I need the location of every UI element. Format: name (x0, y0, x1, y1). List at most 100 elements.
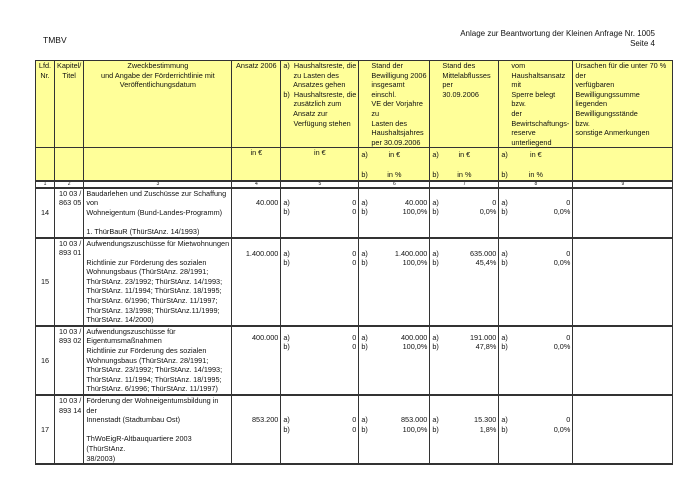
row-number: 16 (36, 326, 55, 395)
label-a: a) (501, 198, 508, 208)
label-a: a) (361, 198, 368, 208)
purpose-line: ThürStAnz. 11/1994; ThürStAnz. 18/1995; (86, 375, 229, 385)
label-a: a) (361, 249, 368, 259)
header-line: Veröffentlichungsdatum (86, 80, 229, 90)
table-row: 1610 03 /893 02Aufwendungszuschüsse fürE… (36, 326, 673, 395)
value-pair: a)191.000b)47,8% (430, 326, 499, 395)
column-index: 1 (36, 181, 55, 188)
label-b: b) (361, 170, 368, 180)
header-line: reserve unterliegend (511, 128, 570, 147)
label-a: a) (501, 333, 508, 343)
header-line: Lfd. (38, 61, 52, 71)
value-pair: a)1.400.000b)100,0% (359, 238, 430, 326)
value-b: 0 (283, 425, 356, 435)
ansatz-value: 1.400.000 (232, 238, 281, 326)
table-row: 1410 03 /863 05Baudarlehen und Zuschüsse… (36, 188, 673, 238)
label-b: b) (283, 207, 290, 217)
chapter-title: 10 03 /893 14 (55, 395, 84, 464)
label-b: b) (501, 207, 508, 217)
value-pair: a)0b)0,0% (499, 326, 573, 395)
value-b: 100,0% (361, 207, 427, 217)
page-number: Seite 4 (460, 39, 655, 49)
column-index: 2 (55, 181, 84, 188)
column-index: 3 (84, 181, 232, 188)
value-pair: a)0b)0,0% (430, 188, 499, 238)
value-a: 0 (501, 415, 570, 425)
budget-table: Lfd.Nr.Kapitel/TitelZweckbestimmungund A… (35, 60, 673, 465)
value-b: 100,0% (361, 425, 427, 435)
label-a: a) (283, 249, 290, 259)
unit-row: in € in € a)in €b)in % a)in €b)in % a)in… (36, 148, 673, 181)
header-row: Lfd.Nr.Kapitel/TitelZweckbestimmungund A… (36, 61, 673, 148)
label-b: b) (283, 342, 290, 352)
ansatz-value: 40.000 (232, 188, 281, 238)
purpose-line: 38/2003) (86, 454, 229, 464)
label-b: b) (432, 258, 439, 268)
unit-ab: a)in €b)in % (359, 148, 430, 181)
value-b: 100,0% (361, 258, 427, 268)
column-index: 8 (499, 181, 573, 188)
column-index: 6 (359, 181, 430, 188)
value-pair: a)400.000b)100,0% (359, 326, 430, 395)
value-pair: a)40.000b)100,0% (359, 188, 430, 238)
header-line: a) Haushaltsreste, die (283, 61, 356, 71)
index-row: 123456789 (36, 181, 673, 188)
header-line: Stand der (371, 61, 427, 71)
header-line: zu Lasten des (283, 71, 356, 81)
unit-ab: a)in €b)in % (499, 148, 573, 181)
value-pair: a)0b)0 (281, 326, 359, 395)
chapter-title: 10 03 /893 01 (55, 238, 84, 326)
unit-ab: a)in €b)in % (430, 148, 499, 181)
value-pair: a)0b)0,0% (499, 395, 573, 464)
unit-pct: in % (361, 170, 427, 180)
purpose: Aufwendungszuschüsse fürEigentumsmaßnahm… (84, 326, 232, 395)
purpose: Förderung der Wohneigentumsbildung in de… (84, 395, 232, 464)
label-b: b) (283, 425, 290, 435)
value-a: 15.300 (432, 415, 496, 425)
value-b: 0,0% (432, 207, 496, 217)
value-b: 0 (283, 258, 356, 268)
header-line: verfügbaren Bewilligungssumme (575, 80, 670, 99)
value-a: 0 (432, 198, 496, 208)
column-header-c1: Lfd.Nr. (36, 61, 55, 148)
header-line: zusätzlich zum (283, 99, 356, 109)
purpose: Baudarlehen und Zuschüsse zur Schaffung … (84, 188, 232, 238)
value-a: 191.000 (432, 333, 496, 343)
value-a: 400.000 (361, 333, 427, 343)
unit-pct: in % (432, 170, 496, 180)
ansatz-value: 400.000 (232, 326, 281, 395)
label-a: a) (432, 198, 439, 208)
purpose-line: Förderung der Wohneigentumsbildung in de… (86, 396, 229, 415)
column-index: 9 (573, 181, 673, 188)
value-a: 0 (283, 415, 356, 425)
purpose-line: Richtlinie zur Förderung des sozialen (86, 346, 229, 356)
header-line: insgesamt einschl. (371, 80, 427, 99)
value-pair: a)853.000b)100,0% (359, 395, 430, 464)
value-pair: a)0b)0,0% (499, 188, 573, 238)
header-line: sonstige Anmerkungen (575, 128, 670, 138)
purpose-line: Aufwendungszuschüsse für Mietwohnungen (86, 239, 229, 249)
purpose: Aufwendungszuschüsse für MietwohnungenRi… (84, 238, 232, 326)
header-line: Stand des (442, 61, 496, 71)
value-b: 0,0% (501, 258, 570, 268)
unit-eur: in € (501, 150, 570, 160)
label-b: b) (501, 425, 508, 435)
value-b: 0,0% (501, 342, 570, 352)
header-line: liegenden Bewilligungsstände (575, 99, 670, 118)
header-line: Ansatz 2006 (234, 61, 278, 71)
header-right: Anlage zur Beantwortung der Kleinen Anfr… (460, 29, 655, 49)
chapter-line: 10 03 / (57, 239, 81, 249)
value-a: 0 (283, 249, 356, 259)
header-line: der (511, 109, 570, 119)
chapter-line: 893 02 (57, 336, 81, 346)
label-a: a) (283, 198, 290, 208)
header-line: bzw. (575, 119, 670, 129)
column-index: 7 (430, 181, 499, 188)
chapter-line: 893 01 (57, 248, 81, 258)
header-line: per 30.09.2006 (371, 138, 427, 148)
unit-eur: in € (281, 148, 359, 181)
column-header-c4: Ansatz 2006 (232, 61, 281, 148)
header-line: Bewirtschaftungs- (511, 119, 570, 129)
label-b: b) (361, 207, 368, 217)
chapter-line: 10 03 / (57, 396, 81, 406)
